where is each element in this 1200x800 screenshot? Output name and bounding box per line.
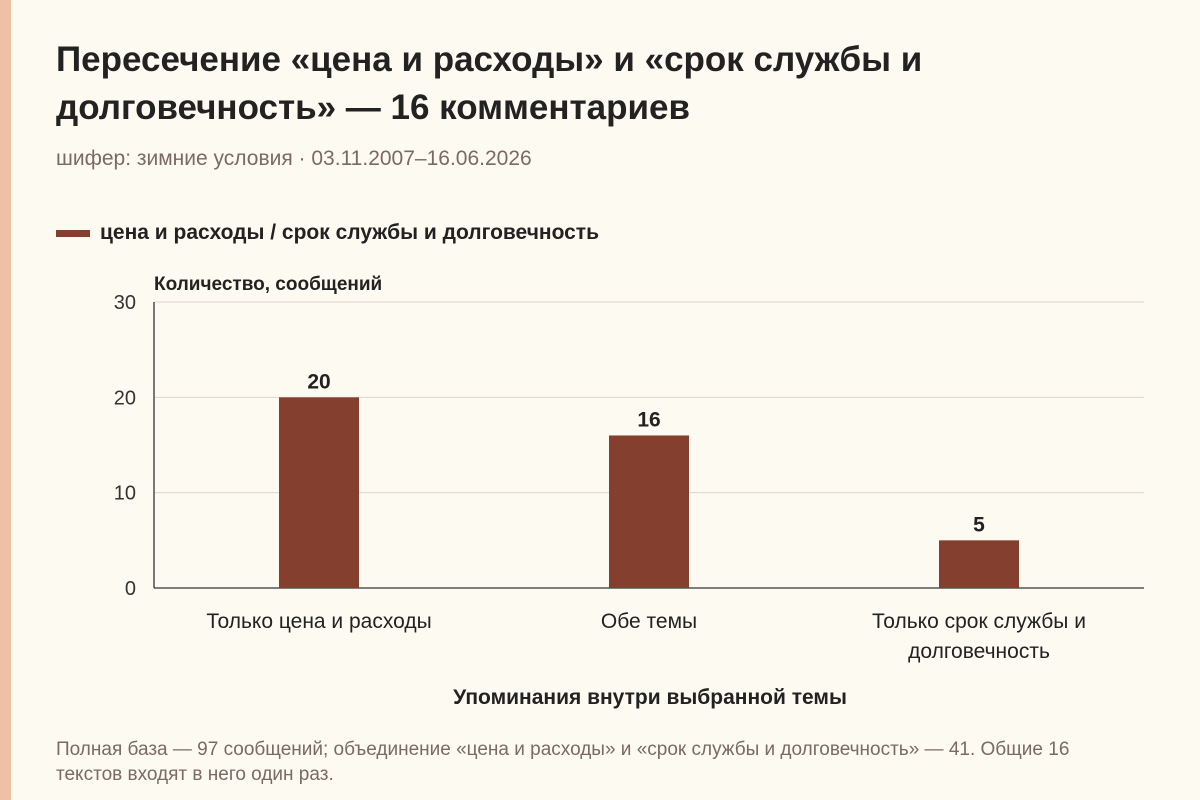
data-label: 16 (637, 408, 660, 431)
x-tick-label-line: Только срок службы и (872, 610, 1086, 633)
x-tick-label: Только цена и расходы (206, 610, 431, 633)
x-tick-label-line: Обе темы (601, 610, 697, 633)
data-label: 20 (307, 370, 330, 393)
y-axis-title: Количество, сообщений (154, 274, 383, 295)
data-label: 5 (973, 513, 985, 536)
bar (939, 540, 1019, 588)
x-tick-label-line: долговечность (908, 640, 1050, 663)
y-tick-label: 0 (125, 578, 136, 600)
legend-swatch (56, 229, 90, 237)
accent-strip (0, 0, 11, 800)
footnote: Полная база — 97 сообщений; объединение … (56, 739, 1070, 785)
x-tick-label: Обе темы (601, 610, 697, 633)
x-axis-title: Упоминания внутри выбранной темы (453, 686, 847, 709)
x-tick-label-line: Только цена и расходы (206, 610, 431, 633)
bar (279, 397, 359, 588)
chart-subtitle: шифер: зимние условия · 03.11.2007–16.06… (56, 147, 532, 170)
chart-title: Пересечение «цена и расходы» и «срок слу… (56, 40, 923, 127)
y-tick-label: 30 (114, 292, 136, 314)
bar (609, 435, 689, 588)
legend-label: цена и расходы / срок службы и долговечн… (100, 221, 600, 244)
legend: цена и расходы / срок службы и долговечн… (56, 220, 599, 246)
x-tick-label: Только срок службы и долговечность (872, 610, 1086, 663)
y-tick-label: 10 (114, 483, 136, 505)
y-tick-label: 20 (114, 387, 136, 409)
